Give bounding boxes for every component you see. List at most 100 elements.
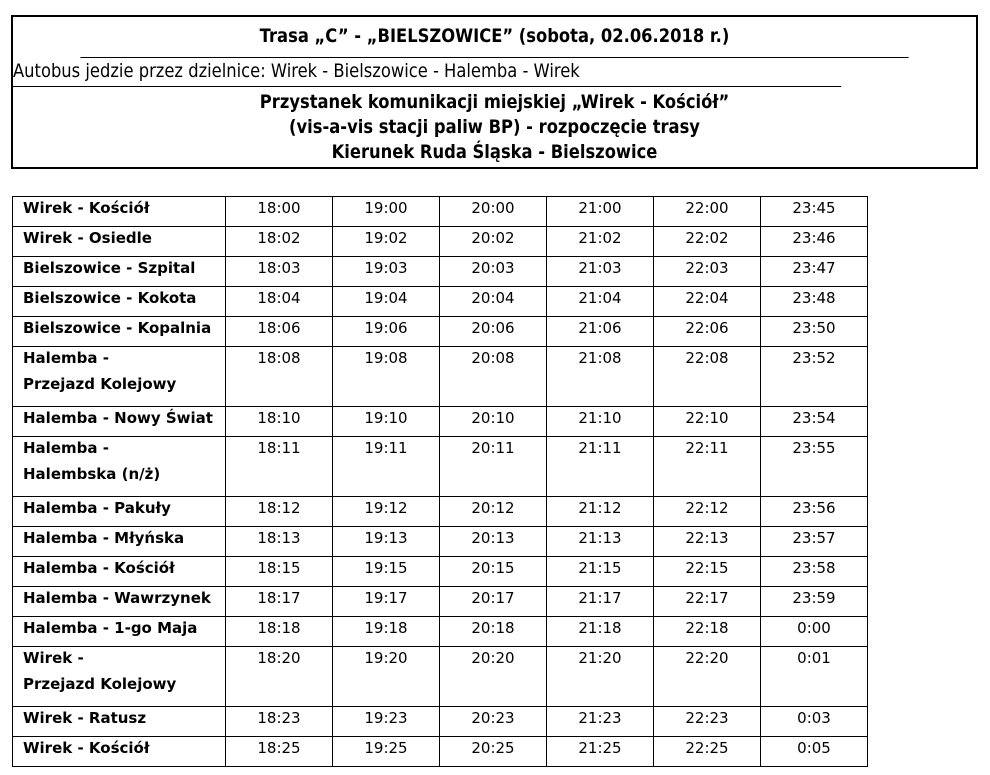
departure-time: 18:13 <box>225 526 333 557</box>
departure-time: 22:17 <box>653 586 761 617</box>
stop-name-line: Wirek - Osiedle <box>23 229 152 247</box>
stop-name-line: Halemba - Nowy Świat <box>23 409 213 427</box>
departure-time: 20:17 <box>439 586 547 617</box>
departure-time: 19:11 <box>332 436 440 497</box>
table-row: Halemba - Wawrzynek 18:17 19:17 20:17 21:17 2… <box>12 586 868 617</box>
departure-time: 21:06 <box>546 316 654 347</box>
departure-time: 19:02 <box>332 226 440 257</box>
departure-time: 20:03 <box>439 256 547 287</box>
departure-time: 21:00 <box>546 196 654 227</box>
departure-time: 20:10 <box>439 406 547 437</box>
departure-time: 23:50 <box>760 316 868 347</box>
departure-time: 22:04 <box>653 286 761 317</box>
departure-time: 18:03 <box>225 256 333 287</box>
departure-time: 0:00 <box>760 616 868 647</box>
departure-time: 19:12 <box>332 496 440 527</box>
departure-time: 22:06 <box>653 316 761 347</box>
departure-time: 21:15 <box>546 556 654 587</box>
departure-time: 20:23 <box>439 706 547 737</box>
table-row: Halemba - Pakuły 18:12 19:12 20:12 21:12 22:1… <box>12 496 868 527</box>
departure-time: 21:17 <box>546 586 654 617</box>
stop-name: Wirek - Ratusz <box>12 706 226 737</box>
departure-time: 22:18 <box>653 616 761 647</box>
departure-time: 20:15 <box>439 556 547 587</box>
table-row: Halemba - 1-go Maja 18:18 19:18 20:18 21:18 2… <box>12 616 868 647</box>
departure-time: 20:04 <box>439 286 547 317</box>
departure-time: 23:59 <box>760 586 868 617</box>
departure-time: 0:01 <box>760 646 868 707</box>
departure-time: 20:12 <box>439 496 547 527</box>
departure-time: 19:03 <box>332 256 440 287</box>
departure-time: 23:54 <box>760 406 868 437</box>
departure-time: 20:00 <box>439 196 547 227</box>
departure-time: 23:48 <box>760 286 868 317</box>
route-info: Autobus jedzie przez dzielnice: Wirek - … <box>13 58 842 87</box>
stop-name: Halemba - Wawrzynek <box>12 586 226 617</box>
stop-name-line: Wirek - <box>23 649 84 667</box>
departure-time: 23:58 <box>760 556 868 587</box>
departure-time: 21:02 <box>546 226 654 257</box>
stop-name: Wirek - Kościół <box>12 736 226 767</box>
departure-time: 19:17 <box>332 586 440 617</box>
departure-time: 18:23 <box>225 706 333 737</box>
table-row: Wirek - Kościół 18:25 19:25 20:25 21:25 22:25… <box>12 736 868 767</box>
departure-time: 18:10 <box>225 406 333 437</box>
departure-time: 20:08 <box>439 346 547 407</box>
departure-time: 18:20 <box>225 646 333 707</box>
stop-name: Halemba - Przejazd Kolejowy <box>12 346 226 407</box>
table-row: Halemba - Młyńska 18:13 19:13 20:13 21:13 22:… <box>12 526 868 557</box>
departure-time: 18:12 <box>225 496 333 527</box>
stop-name-line: Wirek - Ratusz <box>23 709 147 727</box>
departure-time: 19:20 <box>332 646 440 707</box>
departure-time: 20:02 <box>439 226 547 257</box>
departure-time: 22:12 <box>653 496 761 527</box>
departure-time: 19:15 <box>332 556 440 587</box>
departure-time: 18:15 <box>225 556 333 587</box>
stop-name-line: Halemba - <box>23 349 109 367</box>
departure-time: 21:18 <box>546 616 654 647</box>
stop-name: Bielszowice - Kokota <box>12 286 226 317</box>
departure-time: 22:15 <box>653 556 761 587</box>
departure-time: 22:13 <box>653 526 761 557</box>
departure-time: 23:56 <box>760 496 868 527</box>
departure-time: 21:25 <box>546 736 654 767</box>
stop-name-line: Halemba - <box>23 439 109 457</box>
departure-time: 20:25 <box>439 736 547 767</box>
departure-time: 18:06 <box>225 316 333 347</box>
departure-time: 21:13 <box>546 526 654 557</box>
departure-time: 21:04 <box>546 286 654 317</box>
departure-time: 18:08 <box>225 346 333 407</box>
departure-time: 19:04 <box>332 286 440 317</box>
departure-time: 23:47 <box>760 256 868 287</box>
stop-name-line: Halemba - Pakuły <box>23 499 171 517</box>
departure-time: 20:13 <box>439 526 547 557</box>
timetable: Wirek - Kościół 18:00 19:00 20:00 21:00 22:00… <box>12 196 868 767</box>
departure-time: 23:57 <box>760 526 868 557</box>
departure-time: 20:11 <box>439 436 547 497</box>
header-box: Trasa „C” - „BIELSZOWICE” (sobota, 02.06… <box>11 15 978 169</box>
departure-time: 23:46 <box>760 226 868 257</box>
table-row: Bielszowice - Szpital 18:03 19:03 20:03 21:0… <box>12 256 868 287</box>
departure-time: 22:23 <box>653 706 761 737</box>
stop-name-line: Halembska (n/ż) <box>23 465 161 483</box>
departure-time: 20:06 <box>439 316 547 347</box>
departure-time: 19:13 <box>332 526 440 557</box>
departure-time: 21:11 <box>546 436 654 497</box>
stop-name-line: Halemba - 1-go Maja <box>23 619 198 637</box>
stop-name: Halemba - Młyńska <box>12 526 226 557</box>
start-stop-line: (vis-a-vis stacji paliw BP) - rozpoczęci… <box>289 116 700 138</box>
table-row: Halemba - Kościół 18:15 19:15 20:15 21:15 22:… <box>12 556 868 587</box>
stop-name-line: Przejazd Kolejowy <box>23 375 177 393</box>
departure-time: 18:18 <box>225 616 333 647</box>
stop-name: Wirek - Kościół <box>12 196 226 227</box>
departure-time: 22:00 <box>653 196 761 227</box>
departure-time: 21:03 <box>546 256 654 287</box>
stop-name-line: Bielszowice - Szpital <box>23 259 196 277</box>
departure-time: 0:03 <box>760 706 868 737</box>
stop-name: Wirek - Przejazd Kolejowy <box>12 646 226 707</box>
stop-name: Halemba - Halembska (n/ż) <box>12 436 226 497</box>
departure-time: 18:04 <box>225 286 333 317</box>
page-title: Trasa „C” - „BIELSZOWICE” (sobota, 02.06… <box>80 17 909 58</box>
table-row: Wirek - Ratusz 18:23 19:23 20:23 21:23 22:23 0… <box>12 706 868 737</box>
departure-time: 21:10 <box>546 406 654 437</box>
